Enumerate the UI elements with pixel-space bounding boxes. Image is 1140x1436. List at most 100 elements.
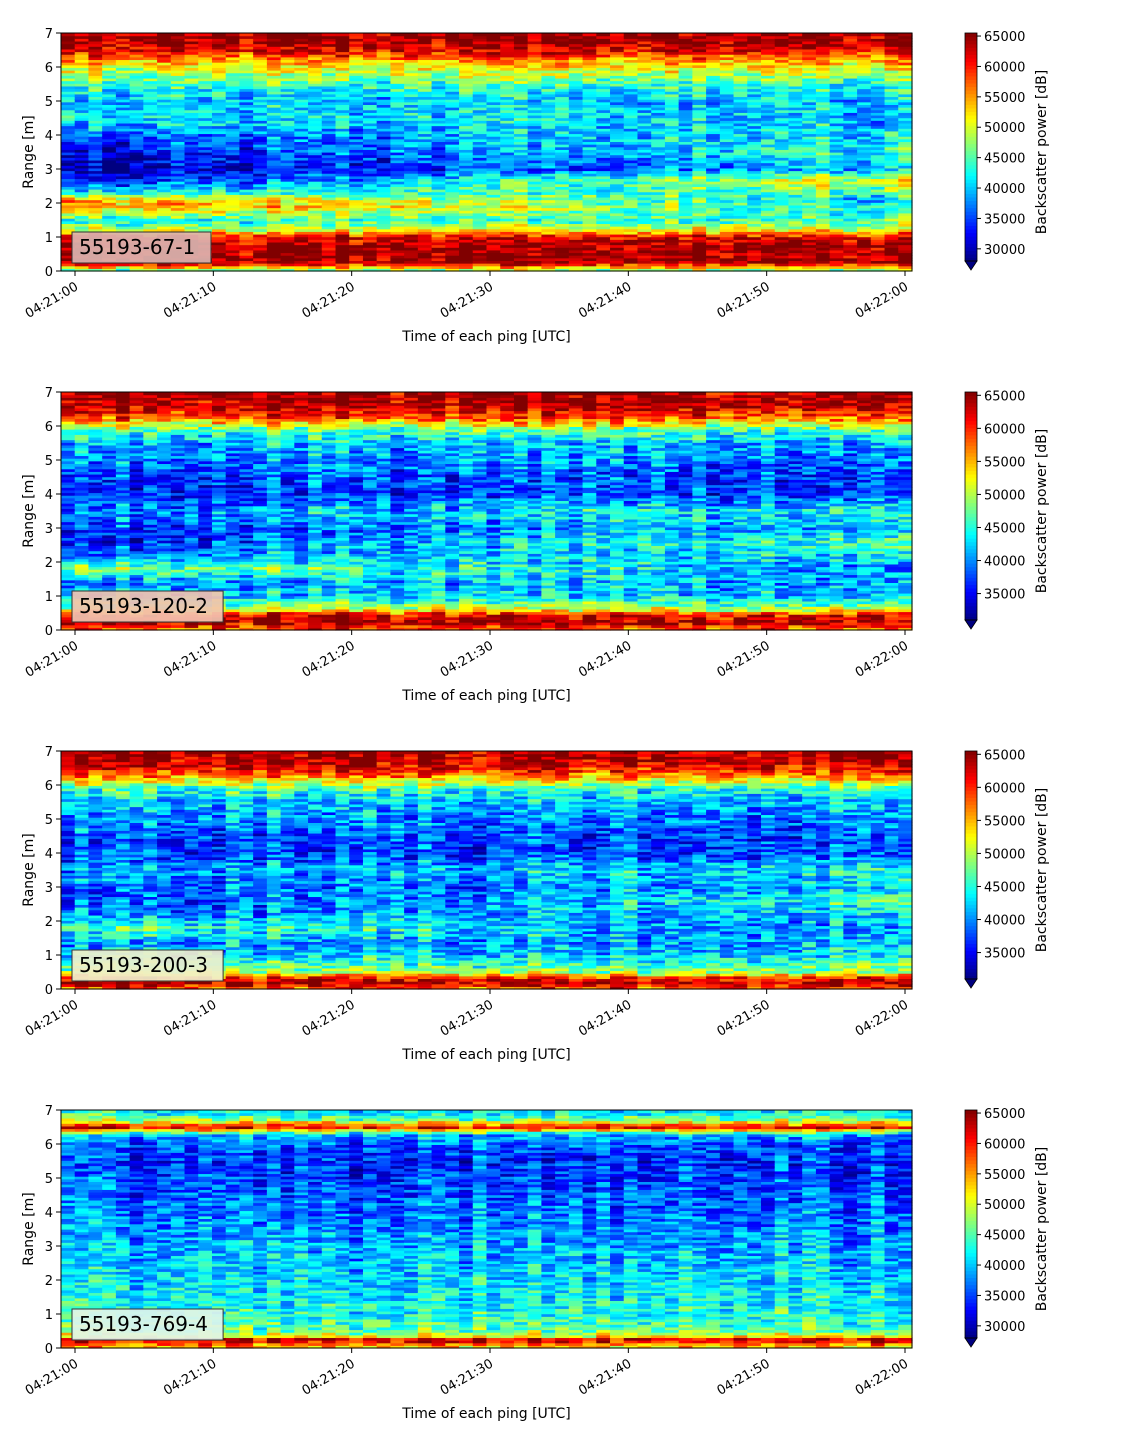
heatmap-cell bbox=[102, 136, 117, 140]
heatmap-cell bbox=[417, 212, 433, 217]
heatmap-cell bbox=[555, 210, 570, 214]
heatmap-cell bbox=[308, 43, 323, 47]
heatmap-cell bbox=[555, 218, 570, 222]
heatmap-cell bbox=[486, 170, 501, 174]
heatmap-cell bbox=[61, 88, 76, 92]
heatmap-cell bbox=[253, 75, 268, 79]
heatmap-cell bbox=[115, 40, 131, 45]
heatmap-cell bbox=[157, 170, 172, 174]
heatmap-cell bbox=[308, 62, 323, 66]
heatmap-cell bbox=[115, 67, 131, 71]
heatmap-cell bbox=[61, 120, 76, 124]
heatmap-cell bbox=[651, 99, 666, 103]
heatmap-cell bbox=[239, 40, 254, 45]
heatmap-cell bbox=[486, 56, 501, 61]
heatmap-cell bbox=[596, 144, 611, 148]
heatmap-cell bbox=[390, 125, 405, 129]
heatmap-cell bbox=[225, 196, 241, 201]
heatmap-cell bbox=[541, 56, 556, 61]
heatmap-cell bbox=[596, 226, 611, 230]
heatmap-cell bbox=[198, 51, 213, 55]
heatmap-cell bbox=[143, 167, 158, 172]
heatmap-cell bbox=[266, 80, 282, 84]
heatmap-cell bbox=[211, 112, 227, 116]
heatmap-cell bbox=[349, 162, 364, 166]
heatmap-cell bbox=[376, 64, 392, 68]
heatmap-cell bbox=[582, 125, 597, 129]
heatmap-cell bbox=[486, 64, 501, 68]
heatmap-cell bbox=[321, 152, 337, 156]
heatmap-cell bbox=[527, 67, 543, 71]
heatmap-cell bbox=[308, 104, 323, 108]
heatmap-cell bbox=[362, 85, 378, 90]
heatmap-cell bbox=[664, 175, 680, 180]
heatmap-cell bbox=[664, 228, 680, 232]
heatmap-cell bbox=[664, 167, 680, 172]
heatmap-cell bbox=[610, 159, 625, 164]
heatmap-cell bbox=[376, 77, 392, 82]
heatmap-cell bbox=[596, 51, 611, 55]
heatmap-cell bbox=[417, 138, 433, 143]
heatmap-cell bbox=[129, 122, 144, 127]
heatmap-cell bbox=[198, 77, 213, 82]
heatmap-cell bbox=[294, 54, 309, 58]
heatmap-cell bbox=[500, 141, 515, 145]
heatmap-cell bbox=[143, 202, 158, 206]
heatmap-cell bbox=[568, 239, 584, 243]
heatmap-cell bbox=[596, 130, 611, 135]
heatmap-cell bbox=[321, 215, 337, 219]
heatmap-cell bbox=[500, 236, 515, 240]
heatmap-cell bbox=[390, 91, 405, 95]
heatmap-cell bbox=[294, 157, 309, 161]
heatmap-cell bbox=[102, 154, 117, 158]
heatmap-cell bbox=[610, 189, 625, 193]
heatmap-cell bbox=[651, 194, 666, 198]
heatmap-cell bbox=[129, 104, 144, 108]
heatmap-cell bbox=[582, 249, 597, 254]
heatmap-cell bbox=[459, 167, 474, 172]
heatmap-cell bbox=[88, 204, 103, 209]
heatmap-cell bbox=[472, 96, 488, 100]
heatmap-cell bbox=[74, 88, 90, 92]
heatmap-cell bbox=[335, 59, 350, 63]
heatmap-cell bbox=[184, 189, 199, 193]
heatmap-cell bbox=[266, 144, 282, 148]
heatmap-cell bbox=[610, 138, 625, 143]
heatmap-cell bbox=[335, 120, 350, 124]
heatmap-cell bbox=[308, 35, 323, 39]
heatmap-cell bbox=[280, 170, 295, 174]
heatmap-cell bbox=[637, 101, 652, 105]
heatmap-cell bbox=[102, 196, 117, 201]
heatmap-cell bbox=[459, 85, 474, 90]
heatmap-cell bbox=[445, 196, 460, 201]
heatmap-cell bbox=[88, 64, 103, 68]
heatmap-cell bbox=[184, 72, 199, 76]
heatmap-cell bbox=[61, 67, 76, 71]
heatmap-cell bbox=[568, 59, 584, 63]
heatmap-cell bbox=[321, 35, 337, 39]
heatmap-cell bbox=[115, 228, 131, 232]
heatmap-cell bbox=[664, 173, 680, 177]
heatmap-cell bbox=[129, 220, 144, 224]
heatmap-cell bbox=[335, 215, 350, 219]
heatmap-cell bbox=[308, 263, 323, 267]
heatmap-cell bbox=[404, 85, 419, 90]
heatmap-cell bbox=[582, 128, 597, 132]
heatmap-cell bbox=[294, 239, 309, 243]
heatmap-cell bbox=[610, 85, 625, 90]
heatmap-cell bbox=[623, 51, 639, 55]
heatmap-cell bbox=[143, 72, 158, 76]
heatmap-cell bbox=[472, 212, 488, 217]
heatmap-cell bbox=[266, 43, 282, 47]
heatmap-cell bbox=[486, 136, 501, 140]
heatmap-cell bbox=[541, 104, 556, 108]
heatmap-cell bbox=[596, 56, 611, 61]
heatmap-cell bbox=[651, 167, 666, 172]
heatmap-cell bbox=[253, 128, 268, 132]
heatmap-cell bbox=[253, 199, 268, 203]
heatmap-cell bbox=[157, 109, 172, 113]
heatmap-cell bbox=[74, 210, 90, 214]
heatmap-cell bbox=[459, 210, 474, 214]
heatmap-cell bbox=[486, 120, 501, 124]
heatmap-cell bbox=[335, 244, 350, 248]
